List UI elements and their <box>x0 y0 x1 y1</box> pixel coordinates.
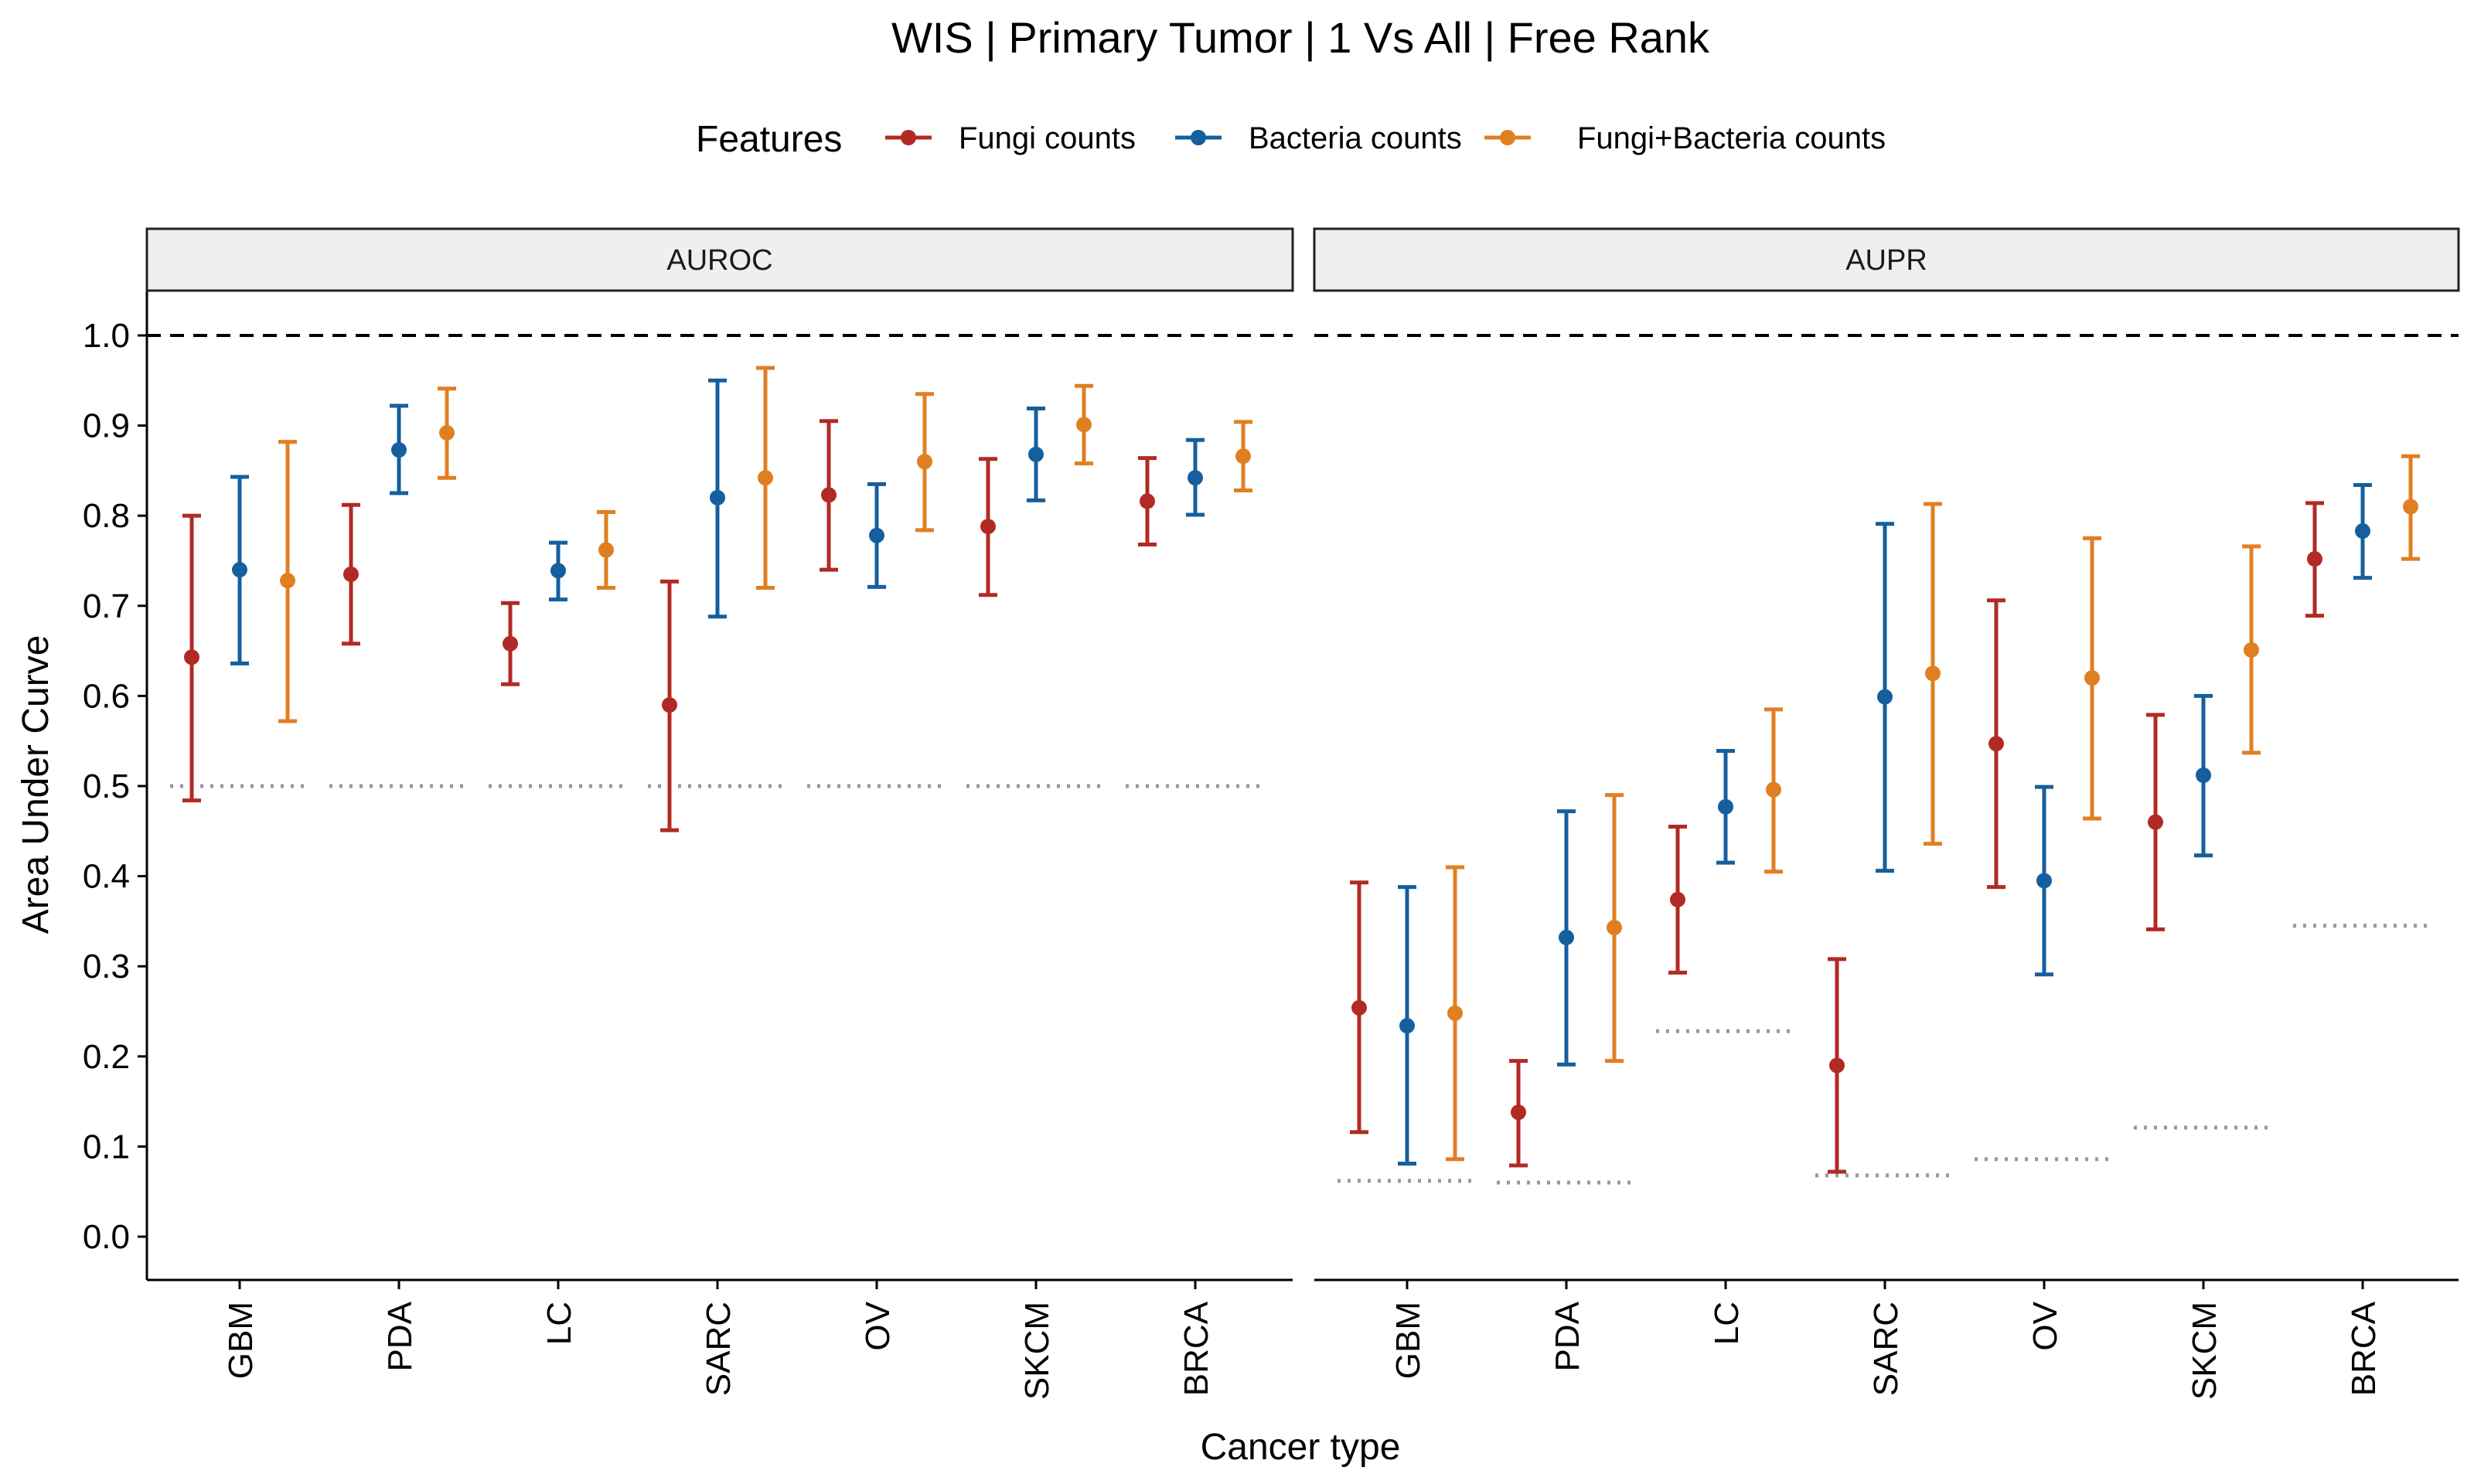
legend-item-fungi-bacteria: Fungi+Bacteria counts <box>1484 121 1886 155</box>
point-bacteria-counts <box>2355 523 2370 539</box>
y-tick-label: 1.0 <box>83 317 130 355</box>
point-fungi-counts <box>980 519 996 535</box>
point-fungi-bacteria-counts <box>917 454 932 470</box>
chart-title: WIS | Primary Tumor | 1 Vs All | Free Ra… <box>891 13 1710 62</box>
x-tick-label-skcm: SKCM <box>2186 1302 2224 1400</box>
x-tick-label-lc: LC <box>540 1302 578 1345</box>
point-fungi-counts <box>503 635 518 652</box>
point-fungi-counts <box>662 697 677 713</box>
point-fungi-bacteria-counts <box>1925 665 1941 682</box>
x-tick-label-gbm: GBM <box>1389 1302 1427 1379</box>
point-fungi-bacteria-counts <box>598 542 614 558</box>
x-tick-label-ov: OV <box>2026 1301 2064 1350</box>
plot-area: 0.0 0.1 0.2 0.3 0.4 0.5 0.6 0.7 0.8 0.9 1.0 AUROC GB… <box>83 227 2460 1400</box>
point-fungi-counts <box>1829 1057 1845 1074</box>
point-fungi-counts <box>343 566 359 582</box>
point-bacteria-counts <box>1399 1018 1415 1034</box>
point-bacteria-counts <box>1718 798 1733 815</box>
point-bacteria-counts <box>550 563 566 579</box>
facet-strip-aupr <box>1313 227 2460 292</box>
point-fungi-counts <box>1511 1104 1526 1121</box>
point-bacteria-counts <box>710 489 725 505</box>
legend-item-fungi: Fungi counts <box>885 121 1136 155</box>
point-bacteria-counts <box>1877 689 1893 705</box>
point-fungi-counts <box>821 487 837 503</box>
point-fungi-counts <box>2148 814 2163 830</box>
legend-item-bacteria: Bacteria counts <box>1175 121 1462 155</box>
x-tick-label-pda: PDA <box>1549 1301 1586 1371</box>
x-tick-label-brca: BRCA <box>2345 1301 2383 1396</box>
point-fungi-bacteria-counts <box>439 424 455 441</box>
y-axis-label: Area Under Curve <box>15 635 56 934</box>
point-fungi-counts <box>1670 891 1685 907</box>
facet-label-auroc: AUROC <box>666 244 772 277</box>
y-tick-label: 0.7 <box>83 587 130 625</box>
point-fungi-counts <box>1140 493 1155 509</box>
facet-strip-auroc <box>145 227 1294 292</box>
y-tick-label: 0.4 <box>83 858 130 896</box>
x-tick-label-gbm: GBM <box>222 1302 260 1379</box>
y-tick-label: 0.1 <box>83 1128 130 1166</box>
x-tick-label-ov: OV <box>859 1301 897 1350</box>
x-tick-label-brca: BRCA <box>1177 1301 1215 1396</box>
x-tick-label-sarc: SARC <box>1867 1302 1905 1396</box>
point-bacteria-counts <box>391 442 407 458</box>
point-fungi-counts <box>184 649 199 665</box>
y-tick-label: 0.0 <box>83 1218 130 1256</box>
point-fungi-bacteria-counts <box>2244 642 2259 658</box>
x-tick-label-sarc: SARC <box>700 1302 738 1396</box>
legend-label-bacteria: Bacteria counts <box>1249 121 1462 155</box>
point-fungi-bacteria-counts <box>758 470 773 486</box>
point-bacteria-counts <box>2036 873 2052 889</box>
point-fungi-bacteria-counts <box>2084 670 2100 686</box>
point-fungi-bacteria-counts <box>280 573 295 589</box>
y-tick-label: 0.6 <box>83 677 130 715</box>
point-bacteria-counts <box>1028 446 1044 462</box>
legend-label-fungi-bacteria: Fungi+Bacteria counts <box>1577 121 1886 155</box>
point-bacteria-counts <box>1188 470 1203 486</box>
point-fungi-bacteria-counts <box>1076 417 1092 433</box>
legend: Features Fungi counts Bacteria counts Fu… <box>696 119 1886 160</box>
facet-label-aupr: AUPR <box>1845 244 1927 277</box>
legend-label-fungi: Fungi counts <box>959 121 1136 155</box>
y-tick-label: 0.2 <box>83 1038 130 1076</box>
point-fungi-bacteria-counts <box>1447 1005 1463 1021</box>
point-bacteria-counts <box>869 527 884 543</box>
point-fungi-bacteria-counts <box>1766 781 1781 798</box>
x-tick-label-skcm: SKCM <box>1018 1302 1056 1400</box>
y-tick-label: 0.8 <box>83 497 130 535</box>
point-fungi-bacteria-counts <box>1607 920 1622 936</box>
y-tick-label: 0.9 <box>83 407 130 445</box>
y-tick-label: 0.3 <box>83 948 130 985</box>
point-fungi-counts <box>1351 999 1367 1016</box>
x-tick-label-pda: PDA <box>381 1301 419 1371</box>
point-bacteria-counts <box>1559 929 1574 945</box>
legend-title: Features <box>696 119 842 160</box>
point-fungi-bacteria-counts <box>2403 499 2418 515</box>
point-fungi-counts <box>1988 736 2004 752</box>
point-fungi-bacteria-counts <box>1235 448 1251 465</box>
point-fungi-counts <box>2307 551 2322 567</box>
x-tick-label-lc: LC <box>1708 1302 1746 1345</box>
y-tick-label: 0.5 <box>83 768 130 805</box>
point-bacteria-counts <box>232 562 247 578</box>
point-bacteria-counts <box>2196 768 2211 784</box>
x-axis-label: Cancer type <box>1201 1427 1401 1468</box>
